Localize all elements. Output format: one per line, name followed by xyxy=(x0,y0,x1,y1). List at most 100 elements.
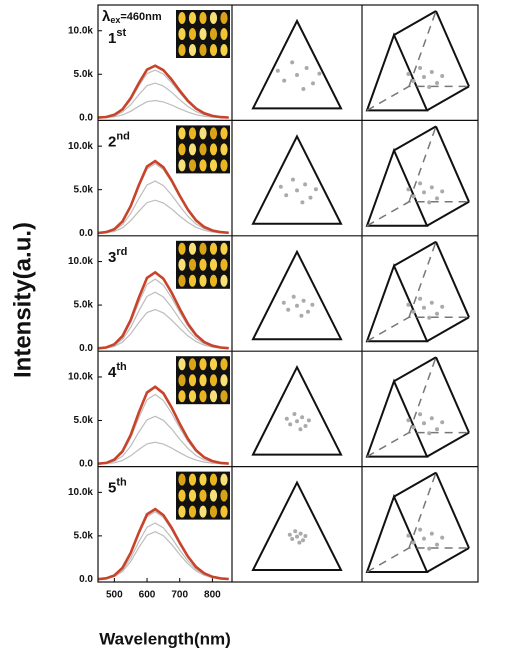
diagram-dot xyxy=(284,193,289,198)
excitation-label: λex=460nm xyxy=(102,8,162,25)
well xyxy=(199,143,207,156)
prism-hidden xyxy=(366,241,469,342)
well xyxy=(188,28,197,40)
diagram-dot xyxy=(275,68,280,73)
diagram-dot xyxy=(429,531,434,536)
well xyxy=(188,12,197,24)
diagram-dot xyxy=(435,427,439,432)
prism-front xyxy=(365,32,429,112)
diagram-dot xyxy=(310,302,315,307)
spectrum-line xyxy=(97,64,229,119)
well xyxy=(188,242,197,255)
y-tick-label: 10.0k xyxy=(68,372,93,383)
diagram-dot xyxy=(284,416,289,421)
x-tick-label: 500 xyxy=(106,590,123,601)
triangle xyxy=(251,134,343,225)
diagram-dot xyxy=(429,300,434,305)
well xyxy=(178,242,186,255)
well xyxy=(199,258,207,271)
well xyxy=(188,374,197,387)
prism-back xyxy=(435,356,470,434)
well xyxy=(220,28,228,40)
y-tick-label: 5.0k xyxy=(74,300,94,311)
well xyxy=(199,358,207,371)
well xyxy=(209,242,218,255)
cycle-label: 4th xyxy=(108,361,127,381)
diagram-dot xyxy=(422,75,426,79)
diagram-dot xyxy=(287,532,292,537)
diagram-dot xyxy=(406,302,411,307)
diagram-dot xyxy=(303,182,308,187)
diagram-dot xyxy=(440,189,445,194)
diagram-dot xyxy=(422,305,426,310)
well xyxy=(199,489,207,502)
diagram-dot xyxy=(306,418,311,423)
triangle xyxy=(251,480,343,571)
diagram-dot xyxy=(429,185,434,190)
diagram-dot xyxy=(295,534,299,539)
diagram-dot xyxy=(297,540,302,545)
well xyxy=(178,358,186,371)
well xyxy=(220,127,228,140)
diagram-dot xyxy=(427,315,432,320)
cycle-number: 3 xyxy=(108,249,116,266)
diagram-dot xyxy=(291,294,296,299)
prism-hidden xyxy=(366,126,469,227)
diagram-dot xyxy=(427,431,432,436)
prism-hidden xyxy=(366,10,469,112)
diagram-dot xyxy=(298,531,303,536)
spectrum-line xyxy=(97,278,229,349)
well xyxy=(220,390,228,403)
cycle-suffix: nd xyxy=(116,130,129,142)
well xyxy=(209,28,218,40)
diagram-dot xyxy=(429,70,434,74)
well xyxy=(178,159,186,172)
well xyxy=(199,390,207,403)
diagram-dot xyxy=(422,421,426,426)
diagram-dot xyxy=(282,78,287,83)
well xyxy=(220,505,228,518)
well xyxy=(209,473,218,486)
diagram-dot xyxy=(301,87,306,91)
spectrum-line xyxy=(97,159,229,235)
well xyxy=(209,489,218,502)
diagram-dot xyxy=(435,311,439,316)
y-tick-label: 10.0k xyxy=(68,141,93,152)
triangle xyxy=(251,18,343,110)
diagram-dot xyxy=(303,424,308,428)
diagram-dot xyxy=(427,546,432,551)
well xyxy=(220,358,228,371)
diagram-dot xyxy=(411,79,416,83)
spectrum-line xyxy=(97,510,229,580)
diagram-dot xyxy=(317,71,322,76)
diagram-dot xyxy=(440,535,445,540)
diagram-dot xyxy=(292,412,297,416)
well xyxy=(220,242,228,255)
diagram-dot xyxy=(278,184,283,189)
diagram-dot xyxy=(300,415,305,420)
prism-hidden xyxy=(366,356,469,458)
diagram-dot xyxy=(440,420,445,425)
diagram-dot xyxy=(286,307,291,312)
y-tick-label: 10.0k xyxy=(68,25,93,36)
spectrum-line xyxy=(97,385,229,465)
spectrum-line xyxy=(97,393,229,465)
diagram-dot xyxy=(435,196,439,201)
well xyxy=(178,374,186,387)
subscript: ex xyxy=(110,15,120,25)
diagram-dot xyxy=(422,190,426,195)
well xyxy=(178,390,186,403)
triangle xyxy=(251,249,343,341)
cycle-number: 5 xyxy=(108,480,116,497)
prism-front xyxy=(365,147,429,227)
well xyxy=(178,274,186,287)
y-tick-label: 0.0 xyxy=(79,228,93,239)
y-tick-label: 10.0k xyxy=(68,487,93,498)
prism-front xyxy=(365,263,429,343)
diagram-dot xyxy=(418,296,423,301)
spectrum-line xyxy=(97,415,229,465)
spectrum-line xyxy=(97,99,229,119)
diagram-dot xyxy=(295,419,299,424)
well xyxy=(199,473,207,486)
well xyxy=(188,505,197,518)
